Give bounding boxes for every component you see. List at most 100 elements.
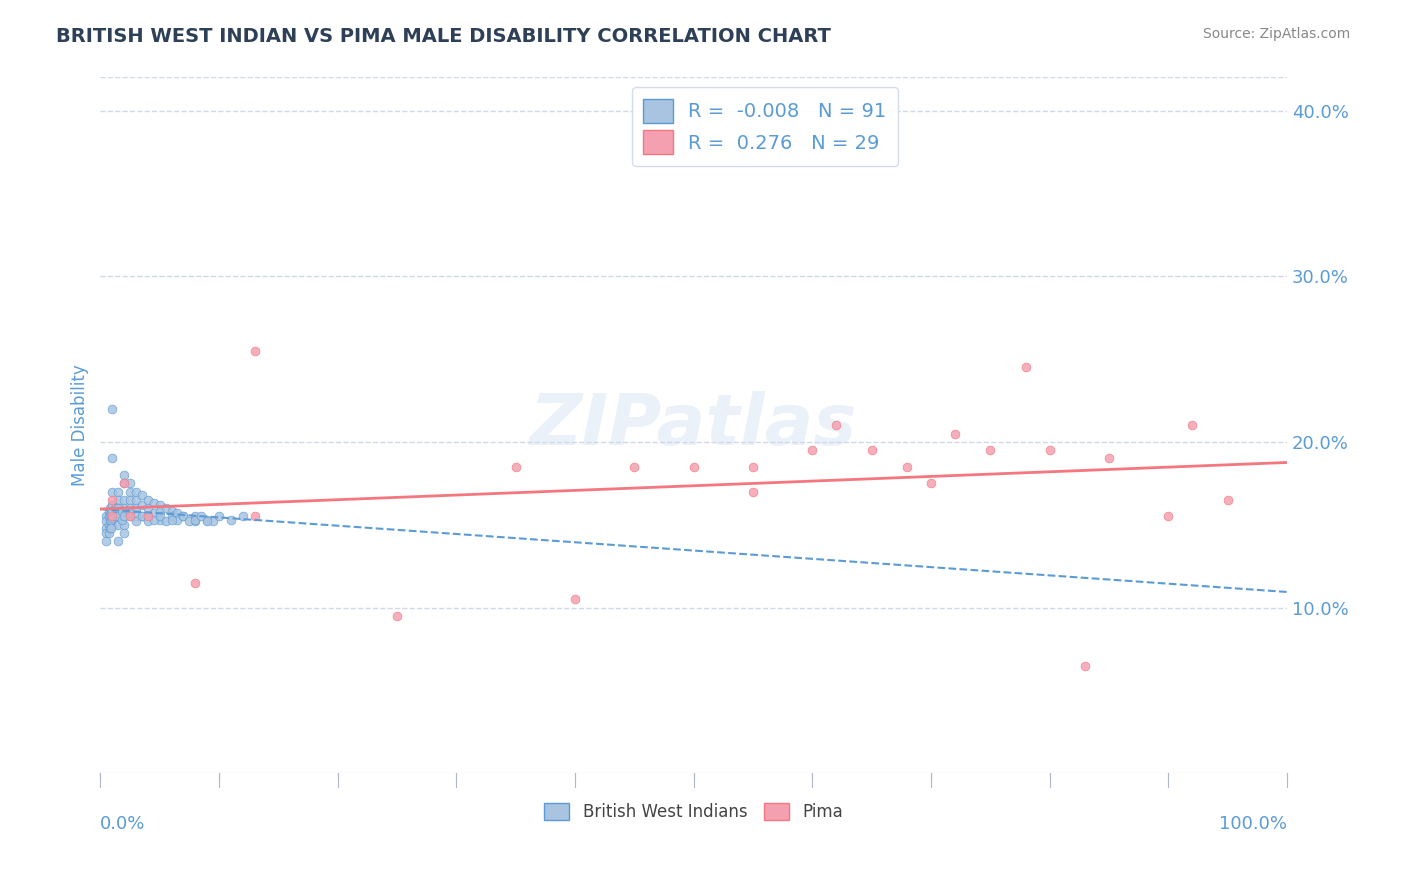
Point: [112, 476, 135, 491]
Point: [107, 509, 129, 524]
Point: [101, 501, 124, 516]
Point: [682, 459, 704, 474]
Point: [101, 511, 124, 525]
Point: [243, 343, 266, 358]
Point: [136, 509, 159, 524]
Point: [131, 509, 153, 524]
Point: [112, 517, 135, 532]
Text: 0.0%: 0.0%: [100, 815, 146, 833]
Point: [101, 509, 124, 524]
Point: [131, 509, 153, 524]
Point: [96, 515, 118, 529]
Text: BRITISH WEST INDIAN VS PIMA MALE DISABILITY CORRELATION CHART: BRITISH WEST INDIAN VS PIMA MALE DISABIL…: [56, 27, 831, 45]
Point: [107, 501, 129, 516]
Point: [107, 492, 129, 507]
Point: [118, 492, 141, 507]
Point: [232, 509, 254, 524]
Point: [125, 501, 148, 516]
Y-axis label: Male Disability: Male Disability: [72, 365, 89, 486]
Point: [1181, 418, 1204, 433]
Point: [184, 515, 207, 529]
Point: [142, 513, 165, 527]
Point: [101, 517, 124, 532]
Point: [98, 521, 121, 535]
Point: [112, 492, 135, 507]
Point: [136, 515, 159, 529]
Point: [166, 506, 188, 520]
Legend: British West Indians, Pima: British West Indians, Pima: [537, 796, 849, 828]
Point: [98, 515, 121, 529]
Point: [160, 513, 183, 527]
Point: [1157, 509, 1180, 524]
Point: [564, 592, 586, 607]
Point: [112, 509, 135, 524]
Point: [920, 476, 942, 491]
Point: [104, 509, 127, 524]
Point: [96, 534, 118, 549]
Point: [101, 504, 124, 518]
Point: [243, 509, 266, 524]
Point: [202, 515, 225, 529]
Point: [125, 484, 148, 499]
Point: [118, 476, 141, 491]
Point: [623, 459, 645, 474]
Point: [505, 459, 527, 474]
Point: [155, 501, 177, 516]
Point: [155, 515, 177, 529]
Point: [125, 509, 148, 524]
Text: ZIPatlas: ZIPatlas: [530, 391, 858, 459]
Point: [107, 484, 129, 499]
Point: [112, 509, 135, 524]
Point: [1216, 492, 1239, 507]
Point: [184, 509, 207, 524]
Point: [184, 575, 207, 590]
Point: [112, 468, 135, 483]
Point: [100, 513, 122, 527]
Point: [142, 496, 165, 510]
Point: [142, 506, 165, 520]
Point: [149, 498, 172, 512]
Text: 100.0%: 100.0%: [1219, 815, 1286, 833]
Point: [136, 509, 159, 524]
Point: [896, 459, 918, 474]
Point: [101, 484, 124, 499]
Point: [100, 506, 122, 520]
Text: Source: ZipAtlas.com: Source: ZipAtlas.com: [1202, 27, 1350, 41]
Point: [1074, 658, 1097, 673]
Point: [112, 476, 135, 491]
Point: [98, 508, 121, 522]
Point: [107, 517, 129, 532]
Point: [96, 526, 118, 541]
Point: [97, 504, 120, 518]
Point: [131, 498, 153, 512]
Point: [195, 515, 218, 529]
Point: [195, 513, 218, 527]
Point: [742, 484, 765, 499]
Point: [149, 513, 172, 527]
Point: [97, 517, 120, 532]
Point: [860, 443, 883, 458]
Point: [101, 451, 124, 466]
Point: [111, 504, 134, 518]
Point: [131, 488, 153, 502]
Point: [149, 509, 172, 524]
Point: [149, 504, 172, 518]
Point: [190, 509, 212, 524]
Point: [125, 492, 148, 507]
Point: [179, 515, 201, 529]
Point: [979, 443, 1001, 458]
Point: [219, 513, 242, 527]
Point: [112, 501, 135, 516]
Point: [166, 513, 188, 527]
Point: [1039, 443, 1062, 458]
Point: [104, 501, 127, 516]
Point: [172, 509, 194, 524]
Point: [385, 608, 408, 623]
Point: [98, 501, 121, 516]
Point: [107, 534, 129, 549]
Point: [172, 509, 194, 524]
Point: [136, 492, 159, 507]
Point: [118, 509, 141, 524]
Point: [96, 521, 118, 535]
Point: [943, 426, 966, 441]
